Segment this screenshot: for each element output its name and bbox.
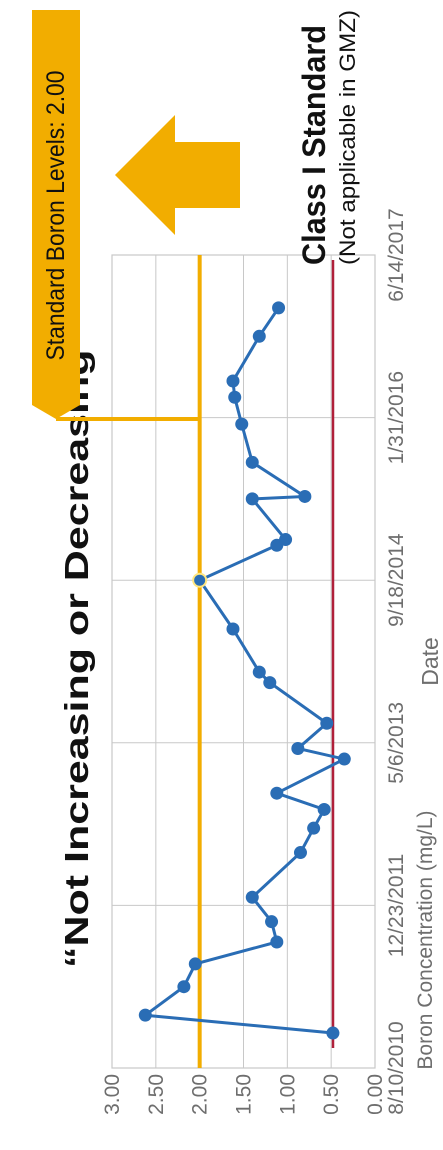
data-point	[138, 1008, 152, 1022]
data-point	[298, 489, 312, 503]
plot-frame	[111, 254, 376, 1069]
data-point	[293, 846, 307, 860]
class-standard-subtitle: (Not applicable in GMZ)	[335, 10, 360, 265]
data-point	[265, 915, 279, 929]
x-tick-label: 5/6/2013	[385, 702, 408, 784]
data-point	[177, 980, 191, 994]
data-point	[270, 935, 284, 949]
horizontal-gridlines	[155, 255, 332, 1068]
data-point	[320, 716, 334, 730]
data-point	[317, 802, 331, 816]
data-point	[252, 329, 266, 343]
x-tick-label: 8/10/2010	[385, 1021, 408, 1114]
x-tick-label: 6/14/2017	[385, 208, 408, 301]
x-tick-label: 1/31/2016	[385, 371, 408, 464]
y-tick-label: 1.00	[276, 1074, 299, 1115]
y-tick-label: 0.00	[364, 1074, 387, 1115]
series-line	[141, 306, 349, 1035]
data-point	[245, 492, 259, 506]
y-tick-label: 0.50	[320, 1074, 343, 1115]
data-point	[263, 676, 277, 690]
data-point	[192, 572, 208, 588]
data-point	[307, 821, 321, 835]
x-axis-title: Date	[417, 637, 443, 686]
data-point	[235, 417, 249, 431]
data-point	[279, 533, 293, 547]
data-point	[226, 622, 240, 636]
data-point	[270, 786, 284, 800]
x-tick-labels: 8/10/2010 12/23/2011 5/6/2013 9/18/2014 1/31…	[385, 208, 408, 1114]
y-tick-labels: 0.00 0.50 1.00 1.50 2.00 2.50 3.00	[101, 1074, 387, 1115]
trend-annotation: “Not Increasing or Decreasing”	[58, 328, 95, 968]
data-point	[252, 665, 266, 679]
y-tick-label: 2.50	[145, 1074, 168, 1115]
standard-callout-box	[32, 10, 80, 419]
data-point	[272, 301, 286, 315]
data-point	[291, 741, 305, 755]
y-axis-title: Boron Concentration (mg/L)	[414, 810, 437, 1069]
data-point	[226, 374, 240, 388]
y-tick-label: 3.00	[101, 1074, 124, 1115]
x-tick-label: 12/23/2011	[385, 854, 408, 958]
arrow-icon	[115, 115, 240, 235]
class-standard-title: Class I Standard	[296, 25, 332, 265]
y-tick-label: 1.50	[233, 1074, 256, 1115]
data-point	[228, 390, 242, 404]
data-points	[138, 301, 351, 1040]
standard-callout-label: Standard Boron Levels: 2.00	[42, 71, 70, 361]
data-point	[245, 890, 259, 904]
data-point	[188, 957, 202, 971]
data-point	[326, 1026, 340, 1040]
data-point	[245, 455, 259, 469]
x-tick-label: 9/18/2014	[385, 533, 408, 627]
y-tick-label: 2.00	[189, 1074, 212, 1115]
data-point	[337, 752, 351, 766]
